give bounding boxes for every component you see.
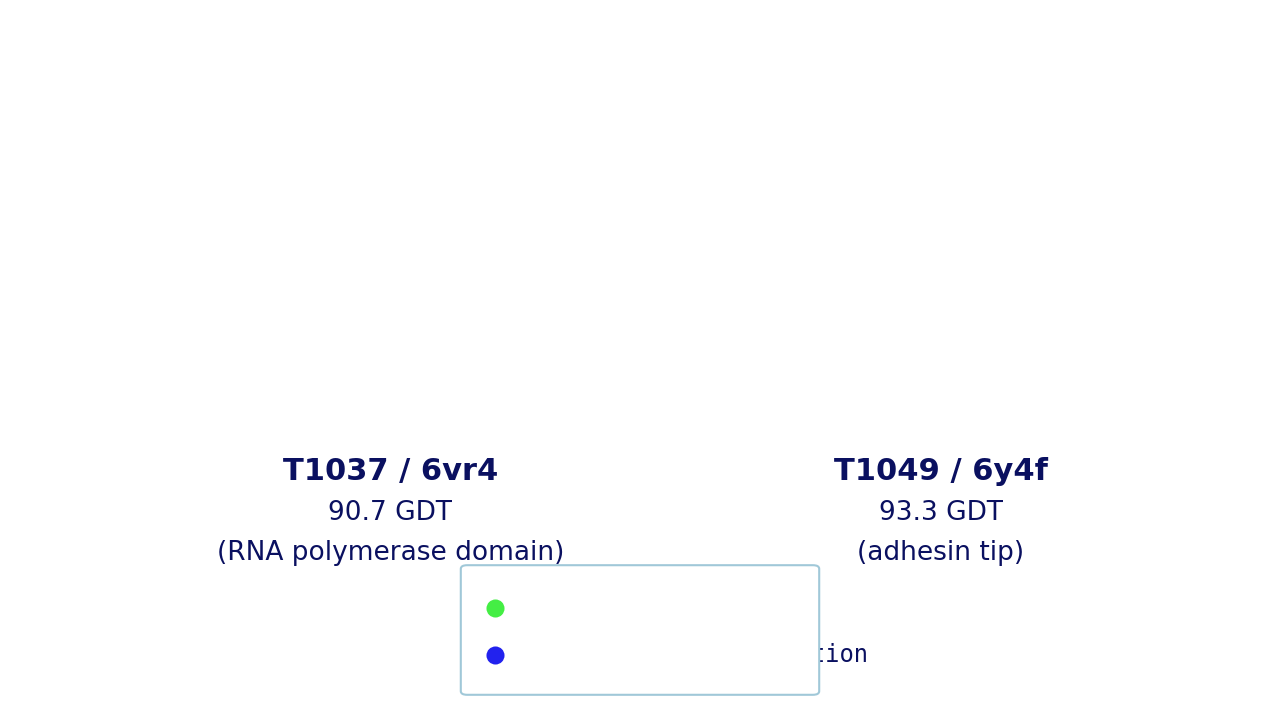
FancyBboxPatch shape xyxy=(461,565,819,695)
Text: (RNA polymerase domain): (RNA polymerase domain) xyxy=(216,540,564,566)
Text: T1049 / 6y4f: T1049 / 6y4f xyxy=(833,457,1048,486)
Text: Computational prediction: Computational prediction xyxy=(526,643,868,667)
Text: 90.7 GDT: 90.7 GDT xyxy=(329,500,452,526)
Text: Experimental result: Experimental result xyxy=(526,596,797,621)
Text: 93.3 GDT: 93.3 GDT xyxy=(879,500,1002,526)
Text: T1037 / 6vr4: T1037 / 6vr4 xyxy=(283,457,498,486)
Text: (adhesin tip): (adhesin tip) xyxy=(858,540,1024,566)
